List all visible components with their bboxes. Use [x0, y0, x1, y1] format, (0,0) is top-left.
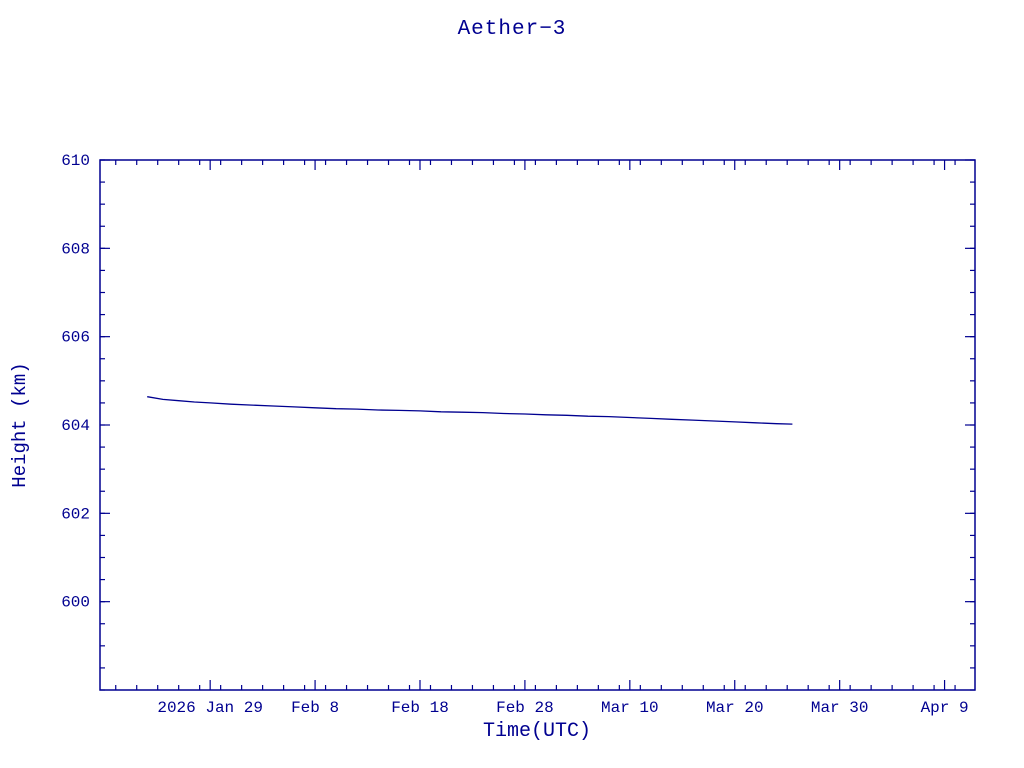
- x-tick-label: Mar 20: [706, 699, 764, 717]
- x-tick-label: Mar 10: [601, 699, 659, 717]
- x-tick-label: Feb 8: [291, 699, 339, 717]
- x-tick-label: Mar 30: [811, 699, 869, 717]
- x-axis-title: Time(UTC): [482, 720, 592, 743]
- chart-title: Aether−3: [457, 18, 567, 41]
- height-series-line: [147, 396, 793, 425]
- y-tick-label: 610: [61, 152, 90, 170]
- x-tick-label: Feb 18: [391, 699, 449, 717]
- y-tick-label: 608: [61, 240, 90, 258]
- y-tick-label: 606: [61, 329, 90, 347]
- x-tick-label: 2026 Jan 29: [157, 699, 263, 717]
- y-tick-label: 600: [61, 594, 90, 612]
- plot-frame: [99, 159, 976, 691]
- y-tick-label: 602: [61, 505, 90, 523]
- y-tick-label: 604: [61, 417, 90, 435]
- x-tick-label: Apr 9: [921, 699, 969, 717]
- x-tick-label: Feb 28: [496, 699, 554, 717]
